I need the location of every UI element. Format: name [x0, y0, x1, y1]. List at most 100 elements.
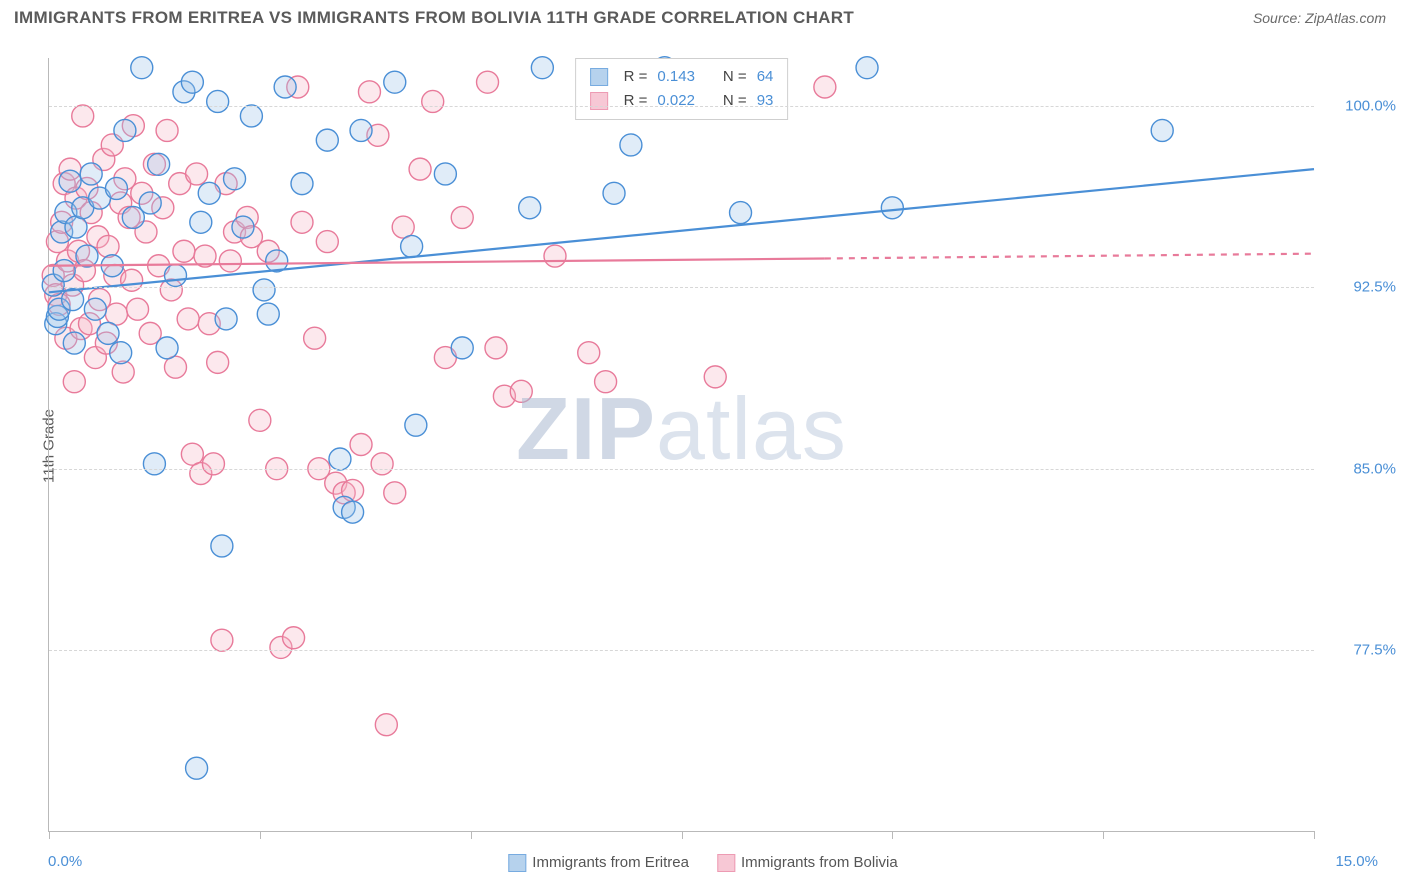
scatter-point-eritrea [211, 535, 233, 557]
scatter-point-bolivia [358, 81, 380, 103]
scatter-point-bolivia [219, 250, 241, 272]
scatter-point-bolivia [477, 71, 499, 93]
x-tick [49, 831, 50, 839]
scatter-point-eritrea [110, 342, 132, 364]
scatter-point-bolivia [384, 482, 406, 504]
swatch-icon [717, 854, 735, 872]
y-tick-label: 85.0% [1353, 460, 1396, 477]
scatter-point-bolivia [704, 366, 726, 388]
scatter-svg [49, 58, 1314, 831]
scatter-point-eritrea [224, 168, 246, 190]
scatter-point-eritrea [143, 453, 165, 475]
scatter-point-eritrea [434, 163, 456, 185]
gridline-h [49, 469, 1314, 470]
scatter-point-bolivia [451, 206, 473, 228]
scatter-point-eritrea [215, 308, 237, 330]
legend-label: Immigrants from Bolivia [741, 854, 898, 871]
scatter-point-eritrea [531, 57, 553, 79]
scatter-point-eritrea [519, 197, 541, 219]
scatter-point-eritrea [63, 332, 85, 354]
stats-legend-box: R =0.143N =64R =0.022N =93 [575, 58, 789, 120]
scatter-point-eritrea [165, 264, 187, 286]
scatter-point-bolivia [177, 308, 199, 330]
scatter-point-bolivia [127, 298, 149, 320]
scatter-point-eritrea [316, 129, 338, 151]
legend-item-eritrea: Immigrants from Eritrea [508, 854, 689, 872]
stats-row-bolivia: R = 0.022 N = 93 [590, 89, 774, 113]
scatter-point-eritrea [730, 202, 752, 224]
stat-r-value: 0.022 [657, 89, 695, 113]
x-tick [471, 831, 472, 839]
scatter-point-bolivia [249, 409, 271, 431]
scatter-point-bolivia [207, 351, 229, 373]
scatter-point-eritrea [131, 57, 153, 79]
scatter-point-bolivia [578, 342, 600, 364]
scatter-point-bolivia [814, 76, 836, 98]
scatter-point-bolivia [63, 371, 85, 393]
scatter-point-bolivia [371, 453, 393, 475]
scatter-point-bolivia [375, 714, 397, 736]
x-axis-max-label: 15.0% [1335, 853, 1378, 870]
scatter-point-eritrea [114, 119, 136, 141]
scatter-point-eritrea [84, 298, 106, 320]
swatch-icon [590, 68, 608, 86]
x-tick [682, 831, 683, 839]
scatter-point-bolivia [173, 240, 195, 262]
scatter-point-eritrea [80, 163, 102, 185]
stat-n-label: N = [723, 89, 747, 113]
scatter-point-eritrea [148, 153, 170, 175]
scatter-point-eritrea [451, 337, 473, 359]
x-tick [1103, 831, 1104, 839]
chart-title: IMMIGRANTS FROM ERITREA VS IMMIGRANTS FR… [14, 8, 854, 28]
scatter-point-eritrea [76, 245, 98, 267]
stat-r-value: 0.143 [657, 65, 695, 89]
scatter-point-eritrea [190, 211, 212, 233]
scatter-point-bolivia [202, 453, 224, 475]
scatter-point-bolivia [304, 327, 326, 349]
scatter-point-eritrea [350, 119, 372, 141]
scatter-point-eritrea [384, 71, 406, 93]
scatter-point-bolivia [186, 163, 208, 185]
scatter-point-eritrea [257, 303, 279, 325]
scatter-point-bolivia [422, 90, 444, 112]
scatter-point-bolivia [72, 105, 94, 127]
scatter-point-eritrea [186, 757, 208, 779]
scatter-point-eritrea [232, 216, 254, 238]
stat-r-label: R = [624, 89, 648, 113]
swatch-icon [508, 854, 526, 872]
gridline-h [49, 106, 1314, 107]
scatter-point-bolivia [544, 245, 566, 267]
scatter-point-eritrea [97, 322, 119, 344]
scatter-point-bolivia [291, 211, 313, 233]
scatter-point-eritrea [53, 260, 75, 282]
scatter-point-eritrea [59, 170, 81, 192]
scatter-point-eritrea [181, 71, 203, 93]
scatter-point-eritrea [342, 501, 364, 523]
legend-item-bolivia: Immigrants from Bolivia [717, 854, 898, 872]
scatter-point-bolivia [409, 158, 431, 180]
gridline-h [49, 287, 1314, 288]
scatter-point-eritrea [603, 182, 625, 204]
scatter-point-bolivia [156, 119, 178, 141]
scatter-point-bolivia [283, 627, 305, 649]
scatter-point-bolivia [350, 434, 372, 456]
scatter-point-eritrea [405, 414, 427, 436]
scatter-point-bolivia [316, 231, 338, 253]
trend-line-dashed-bolivia [825, 254, 1314, 259]
scatter-point-eritrea [139, 192, 161, 214]
x-axis-min-label: 0.0% [48, 853, 82, 870]
y-tick-label: 100.0% [1345, 98, 1396, 115]
legend-label: Immigrants from Eritrea [532, 854, 689, 871]
y-tick-label: 77.5% [1353, 641, 1396, 658]
stat-n-value: 93 [757, 89, 774, 113]
chart-plot-area: ZIPatlas R =0.143N =64R =0.022N =93 [48, 58, 1314, 832]
scatter-point-eritrea [253, 279, 275, 301]
scatter-point-eritrea [207, 90, 229, 112]
scatter-point-eritrea [198, 182, 220, 204]
stat-r-label: R = [624, 65, 648, 89]
scatter-point-eritrea [274, 76, 296, 98]
scatter-point-eritrea [881, 197, 903, 219]
scatter-point-eritrea [401, 235, 423, 257]
bottom-legend: Immigrants from Eritrea Immigrants from B… [508, 854, 897, 872]
scatter-point-eritrea [856, 57, 878, 79]
